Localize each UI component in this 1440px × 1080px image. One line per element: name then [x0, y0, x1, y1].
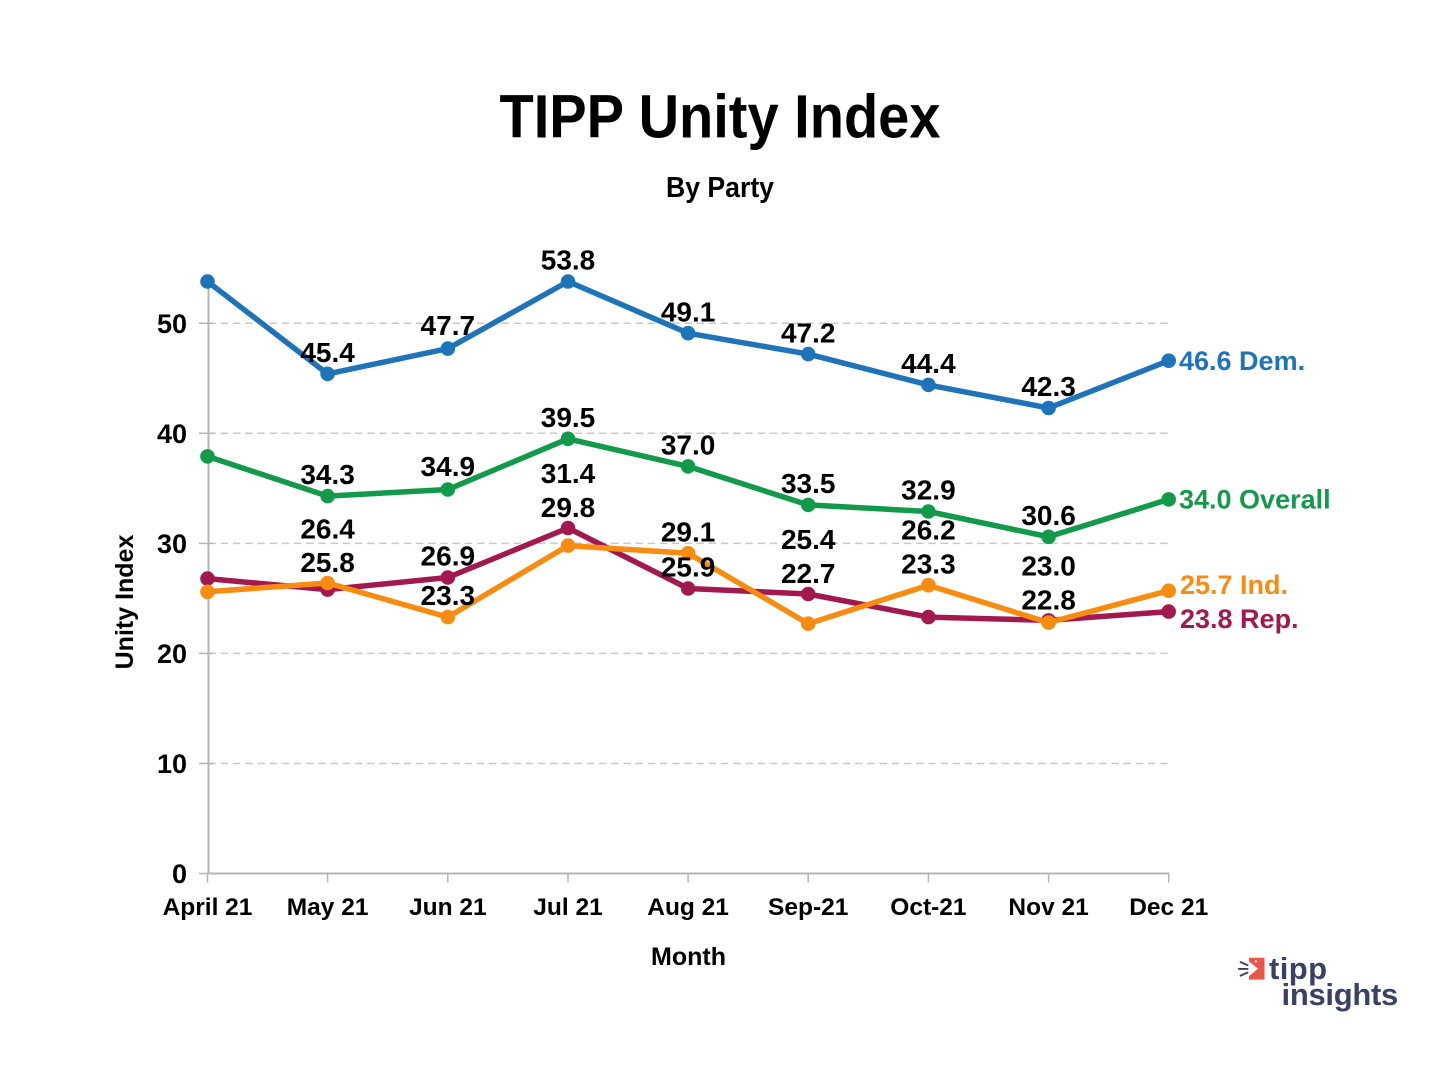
svg-text:25.8: 25.8 — [300, 547, 355, 578]
svg-text:30.6: 30.6 — [1021, 500, 1076, 531]
svg-text:Sep-21: Sep-21 — [768, 894, 848, 921]
svg-text:insights: insights — [1282, 977, 1398, 1012]
svg-text:April 21: April 21 — [163, 894, 253, 921]
svg-text:Nov 21: Nov 21 — [1008, 894, 1088, 921]
svg-text:50: 50 — [157, 309, 187, 339]
svg-text:Jul 21: Jul 21 — [533, 894, 602, 921]
svg-text:23.3: 23.3 — [901, 549, 956, 580]
svg-text:Aug 21: Aug 21 — [647, 894, 729, 921]
svg-text:31.4: 31.4 — [541, 458, 596, 489]
svg-text:44.4: 44.4 — [901, 348, 956, 379]
svg-text:47.2: 47.2 — [781, 317, 836, 348]
svg-text:23.8 Rep.: 23.8 Rep. — [1180, 604, 1299, 634]
svg-text:34.3: 34.3 — [300, 459, 355, 490]
svg-text:20: 20 — [157, 639, 187, 669]
svg-text:39.5: 39.5 — [541, 402, 596, 433]
svg-text:37.0: 37.0 — [661, 430, 716, 461]
svg-text:25.7 Ind.: 25.7 Ind. — [1180, 570, 1288, 600]
svg-text:45.4: 45.4 — [300, 337, 355, 368]
svg-text:tipp: tipp — [1269, 951, 1327, 986]
svg-text:23.3: 23.3 — [421, 580, 476, 611]
svg-text:49.1: 49.1 — [661, 296, 716, 327]
svg-text:Month: Month — [651, 943, 726, 971]
svg-text:May 21: May 21 — [287, 894, 369, 921]
svg-text:26.9: 26.9 — [421, 541, 476, 572]
svg-text:53.8: 53.8 — [541, 245, 596, 276]
svg-text:10: 10 — [157, 749, 187, 779]
svg-text:33.5: 33.5 — [781, 468, 836, 499]
svg-text:30: 30 — [157, 529, 187, 559]
svg-text:42.3: 42.3 — [1021, 371, 1076, 402]
svg-text:25.4: 25.4 — [781, 524, 836, 555]
svg-text:26.2: 26.2 — [901, 515, 956, 546]
svg-text:40: 40 — [157, 419, 187, 449]
svg-text:34.0 Overall: 34.0 Overall — [1179, 484, 1331, 514]
svg-text:Oct-21: Oct-21 — [890, 894, 966, 921]
svg-text:0: 0 — [172, 859, 187, 889]
svg-text:46.6 Dem.: 46.6 Dem. — [1179, 346, 1305, 376]
svg-text:TIPP Unity Index: TIPP Unity Index — [500, 82, 941, 151]
svg-text:Unity Index: Unity Index — [111, 535, 139, 670]
svg-text:34.9: 34.9 — [421, 451, 476, 482]
svg-text:22.7: 22.7 — [781, 558, 836, 589]
svg-text:By Party: By Party — [666, 172, 774, 204]
svg-text:47.7: 47.7 — [421, 310, 476, 341]
svg-text:Jun 21: Jun 21 — [409, 894, 487, 921]
svg-text:23.0: 23.0 — [1021, 550, 1076, 581]
svg-text:22.8: 22.8 — [1021, 584, 1076, 615]
svg-text:29.8: 29.8 — [541, 492, 596, 523]
svg-text:29.1: 29.1 — [661, 516, 716, 547]
svg-text:32.9: 32.9 — [901, 475, 956, 506]
svg-text:25.9: 25.9 — [661, 552, 716, 583]
svg-text:26.4: 26.4 — [300, 513, 355, 544]
svg-text:Dec 21: Dec 21 — [1129, 894, 1208, 921]
